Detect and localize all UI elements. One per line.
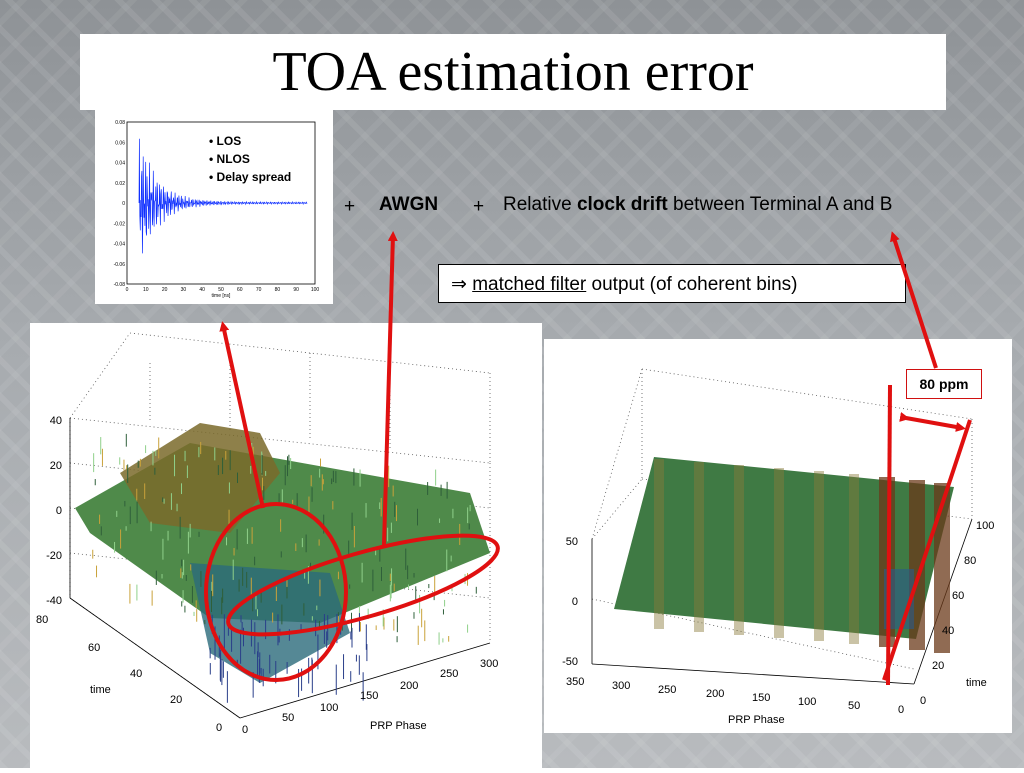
s1-time-tick-0: 0 [216, 722, 222, 734]
s1-phase-tick-0: 0 [242, 724, 248, 736]
surface-right-grid [591, 368, 973, 670]
cir-x-tick: 30 [181, 287, 187, 293]
s2-z-tick-0: 0 [572, 596, 578, 608]
cir-y-tick: 0.04 [115, 161, 125, 167]
impulse-response-plot: 0.08 0.06 0.04 0.02 0 -0.02 -0.04 -0.06 -0.08 0 1… [95, 110, 333, 304]
s2-z-tick-m50: -50 [562, 656, 578, 668]
s2-time-tick-20: 20 [932, 660, 944, 672]
cir-x-tick: 80 [275, 287, 281, 293]
surface-right-stripe [774, 468, 784, 638]
s1-time-tick-60: 60 [88, 642, 100, 654]
s1-z-tick-m20: -20 [46, 550, 62, 562]
surface-right-stripe [849, 474, 859, 644]
s2-phase-tick-0: 0 [898, 704, 904, 716]
s2-ylabel: time [966, 677, 987, 689]
cir-y-tick: 0 [122, 201, 125, 207]
awgn-label: AWGN [379, 194, 439, 215]
surface-right-mesh [614, 457, 954, 639]
ppm-label: 80 ppm [906, 369, 982, 399]
s1-time-tick-80: 80 [36, 614, 48, 626]
matched-filter-rest: output (of coherent bins) [586, 274, 798, 295]
s1-phase-tick-100: 100 [320, 702, 338, 714]
s1-ylabel: time [90, 684, 111, 696]
terminal-phrase: between Terminal A and B [673, 194, 893, 215]
surface-right-stripe [694, 462, 704, 632]
cir-x-tick: 60 [237, 287, 243, 293]
slide-title: TOA estimation error [272, 41, 754, 103]
cir-y-tick: 0.06 [115, 140, 125, 146]
s2-phase-tick-50: 50 [848, 700, 860, 712]
legend-nlos: • NLOS [209, 152, 250, 166]
s1-time-tick-40: 40 [130, 668, 142, 680]
cir-signal-trace [138, 138, 308, 254]
s2-time-tick-80: 80 [964, 555, 976, 567]
s2-phase-tick-300: 300 [612, 680, 630, 692]
s2-z-tick-50: 50 [566, 536, 578, 548]
cir-x-tick: 0 [126, 287, 129, 293]
s2-phase-tick-350: 350 [566, 676, 584, 688]
s1-phase-tick-50: 50 [282, 712, 294, 724]
cir-x-tick: 100 [311, 287, 320, 293]
s1-z-tick-20: 20 [50, 460, 62, 472]
s1-phase-tick-250: 250 [440, 668, 458, 680]
implies-arrow: ⇒ [451, 274, 467, 295]
cir-x-ticks: 0 10 20 30 40 50 60 70 80 90 100 [126, 287, 320, 293]
matched-filter-term: matched filter [472, 274, 587, 295]
s2-time-tick-100: 100 [976, 520, 994, 532]
cir-y-ticks: 0.08 0.06 0.04 0.02 0 -0.02 -0.04 -0.06 -0.08 [114, 120, 126, 288]
s2-time-tick-40: 40 [942, 625, 954, 637]
s2-phase-tick-200: 200 [706, 688, 724, 700]
cir-y-tick: 0.02 [115, 181, 125, 187]
s2-phase-tick-250: 250 [658, 684, 676, 696]
s1-z-tick-40: 40 [50, 415, 62, 427]
s1-xlabel: PRP Phase [370, 720, 427, 732]
title-box: TOA estimation error [80, 34, 946, 110]
surface-right-stripe [814, 471, 824, 641]
cir-x-tick: 10 [143, 287, 149, 293]
surface-left-svg: 40 20 0 -20 -40 80 60 40 20 0 time 0 50 … [36, 332, 498, 736]
cir-x-tick: 90 [293, 287, 299, 293]
s2-time-tick-60: 60 [952, 590, 964, 602]
plus-sign-2: + [473, 196, 485, 217]
surface-right-stripe [654, 459, 664, 629]
s1-z-tick-m40: -40 [46, 595, 62, 607]
legend-los: • LOS [209, 134, 242, 148]
s2-xlabel: PRP Phase [728, 714, 785, 726]
s1-z-tick-0: 0 [56, 505, 62, 517]
s2-phase-tick-100: 100 [798, 696, 816, 708]
plus-sign-1: + [344, 196, 356, 217]
surface-right-valley [884, 569, 914, 629]
s1-phase-tick-200: 200 [400, 680, 418, 692]
s1-time-tick-20: 20 [170, 694, 182, 706]
cir-y-tick: -0.02 [114, 221, 126, 227]
legend-delay-spread: • Delay spread [209, 170, 292, 184]
cir-trace-path [138, 138, 308, 254]
cir-y-tick: -0.04 [114, 242, 126, 248]
cir-x-tick: 70 [256, 287, 262, 293]
cir-y-tick: -0.08 [114, 282, 126, 288]
cir-x-tick: 50 [218, 287, 224, 293]
cir-y-tick: -0.06 [114, 262, 126, 268]
impulse-response-svg: 0.08 0.06 0.04 0.02 0 -0.02 -0.04 -0.06 -0.08 0 1… [114, 120, 320, 299]
matched-filter-text: ⇒ matched filter output (of coherent bin… [451, 273, 798, 296]
cir-xlabel: time [ns] [212, 293, 232, 299]
relative-word: Relative [503, 194, 572, 215]
cir-y-tick: 0.08 [115, 120, 125, 126]
s1-phase-tick-300: 300 [480, 658, 498, 670]
surface-plot-left: 40 20 0 -20 -40 80 60 40 20 0 time 0 50 … [30, 323, 542, 768]
s1-phase-tick-150: 150 [360, 690, 378, 702]
surface-right-stripe [734, 465, 744, 635]
clock-drift-term: clock drift [576, 194, 668, 215]
cir-x-tick: 20 [162, 287, 168, 293]
s2-time-tick-0: 0 [920, 695, 926, 707]
clock-drift-phrase: Relative clock drift between Terminal A … [503, 194, 892, 216]
matched-filter-box: ⇒ matched filter output (of coherent bin… [438, 264, 906, 303]
cir-x-tick: 40 [199, 287, 205, 293]
s2-phase-tick-150: 150 [752, 692, 770, 704]
